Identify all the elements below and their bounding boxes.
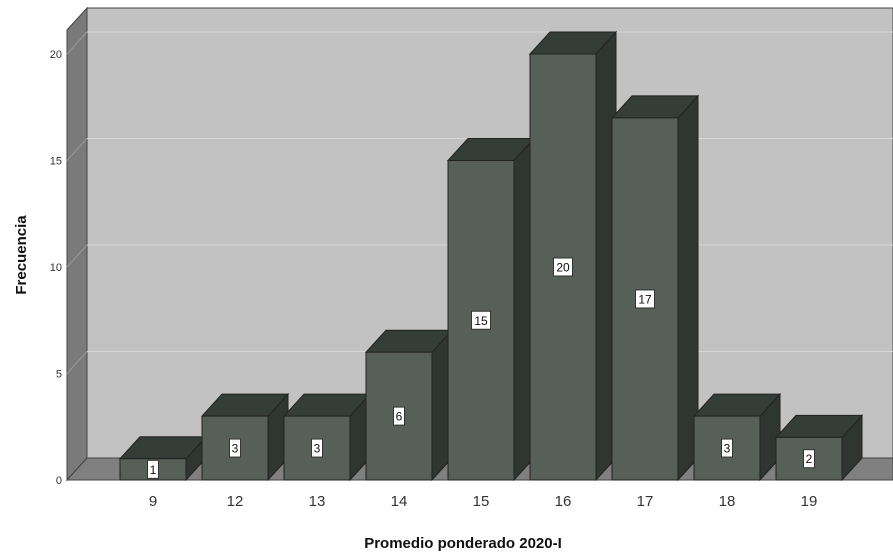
x-tick-label: 12 [227, 493, 244, 510]
side-gridline [66, 31, 88, 55]
y-axis-ticks: 0 5 10 15 20 [50, 49, 62, 487]
data-label: 3 [232, 442, 239, 456]
x-tick-label: 17 [637, 493, 654, 510]
bar-group: 17 [610, 94, 700, 482]
y-tick-label: 15 [50, 156, 62, 168]
data-label-box [803, 449, 815, 469]
data-label: 2 [806, 452, 813, 466]
data-label: 3 [724, 442, 731, 456]
data-label-box [635, 289, 655, 309]
data-label-box [721, 438, 733, 458]
bar-group: 6 [364, 328, 454, 482]
x-axis-ticks: 9 12 13 14 15 16 17 18 19 [149, 493, 818, 510]
y-tick-label: 10 [50, 262, 62, 274]
bar-group: 20 [528, 30, 618, 482]
x-tick-label: 9 [149, 493, 157, 510]
x-axis-title: Promedio ponderado 2020-I [364, 535, 562, 552]
side-gridline [66, 244, 88, 268]
x-tick-label: 19 [801, 493, 818, 510]
data-label-box [229, 438, 241, 458]
y-tick-label: 5 [56, 369, 62, 381]
data-label-box [393, 406, 405, 426]
bar-group: 3 [282, 392, 372, 482]
x-tick-label: 18 [719, 493, 736, 510]
bar-group: 1 [118, 435, 208, 482]
x-tick-label: 13 [309, 493, 326, 510]
y-axis-title: Frecuencia [13, 215, 30, 295]
data-label: 15 [474, 314, 488, 328]
data-label: 3 [314, 442, 321, 456]
bars: 1 3 3 6 15 20 17 3 2 [118, 30, 864, 482]
x-tick-label: 14 [391, 493, 408, 510]
bar-group: 15 [446, 137, 536, 482]
bar-group: 3 [200, 392, 290, 482]
x-tick-label: 15 [473, 493, 490, 510]
data-label-box [471, 310, 491, 330]
data-label: 1 [150, 463, 157, 477]
y-tick-label: 0 [56, 475, 62, 487]
y-tick-label: 20 [50, 49, 62, 61]
data-label: 6 [396, 410, 403, 424]
data-label-box [147, 459, 159, 479]
data-label: 20 [556, 261, 570, 275]
data-label-box [553, 257, 573, 277]
data-label-box [311, 438, 323, 458]
bar-group: 2 [774, 414, 864, 482]
side-gridline [66, 351, 88, 374]
data-label: 17 [638, 292, 652, 306]
bar-group: 3 [692, 392, 782, 482]
x-tick-label: 16 [555, 493, 572, 510]
left-wall [66, 6, 88, 482]
side-gridline [66, 138, 88, 161]
